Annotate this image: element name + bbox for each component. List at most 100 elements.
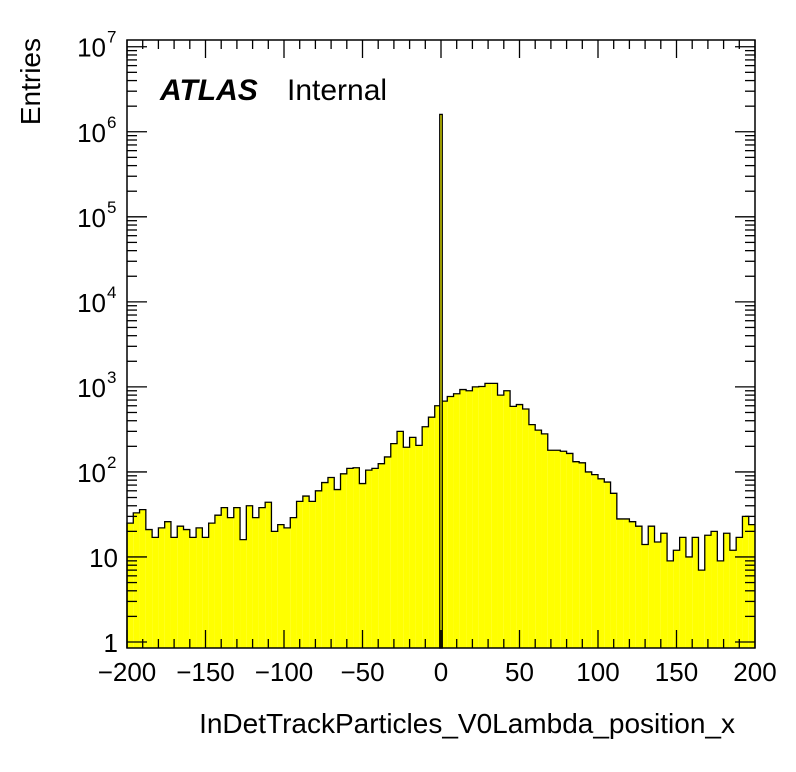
y-tick-exponent: 3 — [107, 368, 116, 387]
y-tick-label: 10 — [77, 33, 106, 63]
histogram-bar — [359, 483, 366, 648]
histogram-bar — [409, 437, 416, 648]
histogram-bar — [177, 526, 184, 648]
histogram-bar — [271, 531, 278, 648]
histogram-bar — [585, 471, 592, 648]
x-tick-label: 100 — [576, 657, 619, 687]
histogram-bar — [365, 470, 372, 648]
histogram-bar — [541, 433, 548, 648]
histogram-bar — [434, 405, 441, 648]
histogram-bar — [170, 537, 178, 648]
x-tick-label: 50 — [505, 657, 534, 687]
histogram-bar — [227, 517, 234, 648]
x-tick-label: 0 — [434, 657, 448, 687]
histogram-bar — [221, 507, 228, 648]
histogram-peak-bar — [439, 113, 443, 649]
histogram-bar — [610, 493, 617, 648]
y-tick-exponent: 6 — [107, 113, 116, 132]
histogram-bar — [648, 526, 655, 648]
histogram-bar — [748, 524, 755, 648]
histogram-bar — [196, 527, 203, 648]
histogram-bar — [378, 463, 385, 648]
histogram-bar — [315, 490, 322, 648]
histogram-bar — [472, 386, 479, 648]
y-tick-exponent: 5 — [107, 198, 116, 217]
histogram-bar — [189, 537, 197, 648]
histogram-bar — [296, 501, 303, 648]
y-tick-label: 10 — [77, 288, 106, 318]
histogram-bar — [554, 450, 561, 648]
histogram-bar — [497, 395, 504, 648]
histogram-bar — [685, 556, 693, 648]
histogram-bar — [290, 517, 297, 648]
x-axis-title: InDetTrackParticles_V0Lambda_position_x — [199, 708, 735, 739]
histogram-bar — [233, 507, 241, 648]
histogram-bar — [729, 550, 737, 648]
histogram-bar — [346, 468, 354, 648]
y-tick-label: 10 — [77, 118, 106, 148]
histogram-bar — [340, 473, 347, 648]
bars-layer — [126, 113, 755, 649]
histogram-bar — [673, 550, 680, 648]
histogram-bar — [321, 482, 328, 648]
y-tick-exponent: 4 — [107, 283, 116, 302]
y-tick-exponent: 2 — [107, 453, 116, 472]
histogram-bar — [145, 529, 153, 648]
histogram-bar — [510, 406, 517, 648]
histogram-bar — [327, 477, 335, 648]
histogram-bar — [441, 401, 448, 648]
histogram-bar — [139, 509, 146, 648]
histogram-bar — [560, 451, 567, 648]
histogram-bar — [371, 468, 379, 648]
histogram-bar — [384, 456, 391, 648]
histogram-bar — [698, 570, 705, 648]
histogram-bar — [604, 482, 611, 648]
histogram-bar — [390, 443, 398, 648]
histogram-bar — [183, 529, 190, 648]
histogram-bar — [353, 467, 360, 648]
histogram-bar — [616, 518, 624, 648]
histogram-bar — [528, 424, 536, 648]
histogram-bar — [623, 518, 630, 648]
x-tick-label: −150 — [176, 657, 235, 687]
histogram-bar — [635, 526, 642, 648]
histogram-bar — [598, 478, 605, 648]
histogram-bar — [158, 527, 165, 648]
histogram-bar — [284, 527, 291, 648]
histogram-bar — [711, 531, 718, 648]
histogram-bar — [334, 489, 341, 648]
atlas-label: ATLAS — [159, 74, 258, 107]
histogram-bar — [428, 417, 435, 648]
histogram-bar — [535, 430, 542, 648]
histogram-bar — [459, 389, 467, 648]
histogram-bar — [579, 462, 586, 648]
histogram-bar — [736, 537, 743, 648]
histogram-bar — [453, 393, 460, 648]
histogram-bar — [447, 396, 454, 648]
histogram-bar — [629, 521, 636, 648]
histogram-bar — [202, 537, 209, 648]
histogram-bar — [258, 507, 266, 648]
x-tick-label: −200 — [98, 657, 157, 687]
histogram-bar — [503, 390, 511, 648]
histogram-bar — [252, 517, 259, 648]
histogram-bar — [277, 524, 284, 648]
histogram-bar — [522, 408, 529, 648]
histogram-bar — [667, 560, 674, 648]
histogram-bar — [265, 502, 272, 648]
y-tick-exponent: 7 — [107, 28, 116, 47]
histogram-bar — [133, 512, 140, 648]
histogram-bar — [717, 560, 724, 648]
histogram-bar — [723, 533, 730, 648]
histogram-bar — [516, 404, 523, 648]
histogram-bar — [152, 537, 159, 648]
histogram-bar — [704, 535, 712, 648]
y-tick-label: 10 — [89, 543, 118, 573]
histogram-bar — [246, 505, 253, 648]
histogram-bar — [679, 537, 686, 648]
histogram-bar — [240, 539, 247, 648]
y-tick-label: 10 — [77, 373, 106, 403]
